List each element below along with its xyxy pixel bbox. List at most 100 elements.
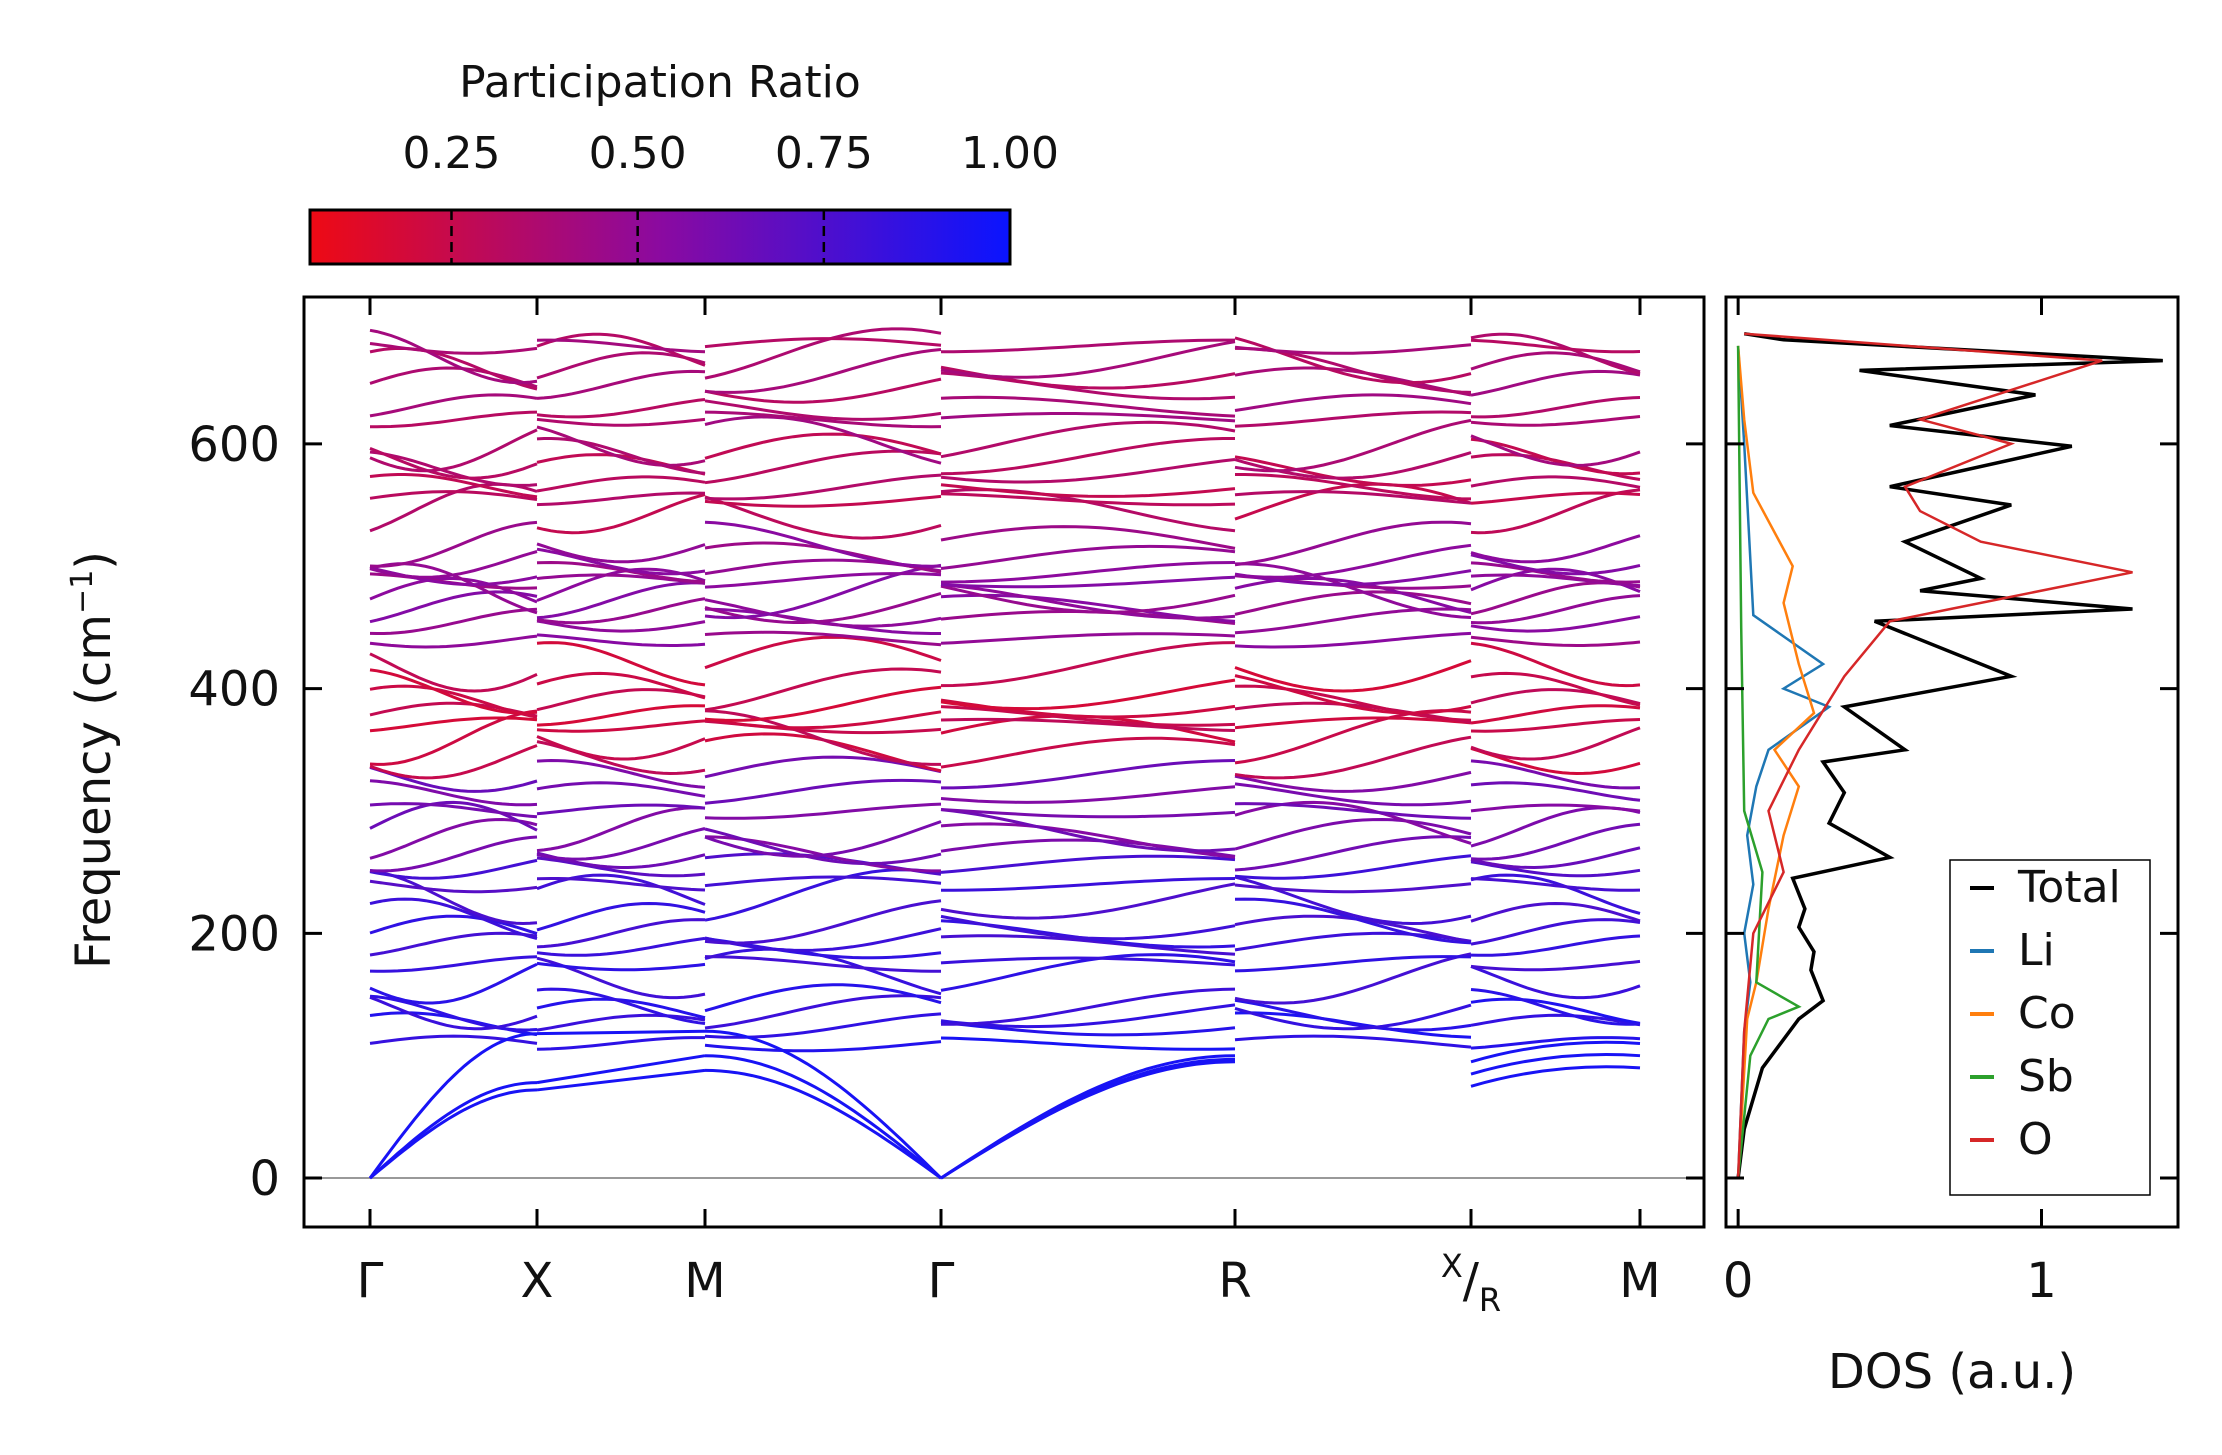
phonon-band-segment: [369, 744, 538, 780]
phonon-band-segment: [536, 641, 706, 687]
phonon-band-segment: [704, 635, 942, 670]
phonon-band-segment: [1234, 562, 1472, 619]
phonon-band-segment: [704, 709, 941, 766]
phonon-band-segment: [704, 495, 942, 540]
phonon-band-segment: [1234, 418, 1472, 473]
phonon-band-segment: [369, 802, 538, 819]
phonon-band-segment: [704, 899, 942, 945]
dos-x-tick-label: 1: [2026, 1253, 2057, 1309]
acoustic-branch: [940, 1057, 1236, 1180]
phonon-band-segment: [536, 851, 706, 869]
phonon-band-segment: [940, 678, 1236, 711]
legend-label: Li: [2018, 925, 2055, 976]
phonon-band-segment: [1470, 718, 1641, 733]
phonon-band-segment: [940, 420, 1236, 459]
phonon-band-segment: [1470, 688, 1641, 706]
phonon-band-segment: [1234, 674, 1472, 715]
phonon-band-segment: [369, 995, 538, 1031]
band-axes: 0 200 400 600 Γ X M Γ R X/R M: [188, 297, 1704, 1319]
phonon-band-segment: [1470, 759, 1641, 790]
phonon-band-segment: [369, 955, 538, 973]
phonon-band-segment: [704, 820, 942, 858]
acoustic-branch: [940, 1060, 1236, 1180]
phonon-band-segment: [536, 437, 706, 475]
phonon-band-segment: [1470, 846, 1641, 870]
phonon-band-segment: [1234, 659, 1472, 693]
phonon-band-segment: [369, 447, 538, 480]
phonon-band-segment: [940, 808, 1236, 819]
phonon-band-segment: [536, 704, 706, 727]
phonon-band-segment: [1470, 437, 1641, 476]
phonon-band-segment: [1470, 635, 1641, 647]
phonon-band-segment: [704, 685, 942, 722]
phonon-band-segment: [369, 994, 538, 1032]
phonon-band-segment: [1470, 534, 1641, 564]
phonon-band-segment: [704, 1040, 942, 1053]
phonon-band-segment: [1470, 704, 1641, 725]
acoustic-branch: [704, 1068, 942, 1180]
phonon-band-segment: [536, 719, 706, 733]
dos-legend: Total Li Co Sb O: [1949, 859, 2151, 1196]
phonon-band-segment: [369, 520, 538, 568]
phonon-band-segment: [369, 428, 538, 473]
phonon-band-segment: [1470, 803, 1641, 813]
phonon-band-segment: [704, 927, 942, 952]
phonon-band-segment: [1470, 351, 1641, 374]
phonon-band-segment: [369, 366, 538, 389]
phonon-band-segment: [940, 953, 1236, 992]
y-tick-label: 0: [249, 1151, 280, 1207]
phonon-band-segment: [1234, 782, 1472, 807]
acoustic-branch: [536, 1054, 706, 1085]
phonon-band-segment: [536, 597, 706, 625]
phonon-band-segment: [369, 897, 538, 941]
phonon-band-segment: [940, 934, 1236, 956]
phonon-band-segment: [1470, 997, 1641, 1025]
phonon-band-segment: [536, 633, 706, 647]
phonon-band-segment: [536, 827, 706, 861]
colorbar-tick-label: 0.50: [589, 128, 687, 179]
dos-plot-frame: [1724, 295, 2180, 1229]
phonon-band-segment: [536, 961, 706, 972]
phonon-band-segment: [1470, 338, 1641, 354]
phonon-band-segment: [704, 630, 942, 647]
phonon-band-segment: [1234, 1003, 1472, 1031]
phonon-band-segment: [536, 493, 706, 535]
phonon-band-segment: [536, 806, 706, 853]
k-point-label: M: [1619, 1253, 1660, 1309]
phonon-band-segment: [1470, 332, 1641, 376]
phonon-band-segment: [940, 854, 1236, 874]
dos-curve-sb: [1736, 345, 1802, 1179]
acoustic-branch: [940, 1054, 1236, 1180]
phonon-band-segment: [940, 736, 1236, 769]
phonon-band-segment: [536, 425, 706, 467]
phonon-band-segment: [1470, 671, 1641, 707]
phonon-band-segment: [704, 348, 942, 394]
phonon-band-segment: [369, 779, 538, 807]
phonon-band-segment: [940, 340, 1236, 379]
phonon-band-segment: [704, 399, 942, 421]
phonon-band-segment: [536, 918, 706, 949]
phonon-band-segment: [1234, 343, 1472, 355]
phonon-band-segment: [940, 717, 1236, 732]
legend-label: Sb: [2018, 1051, 2074, 1102]
y-tick-label: 600: [188, 417, 280, 473]
phonon-band-segment: [1234, 854, 1472, 880]
acoustic-branch: [1470, 1065, 1641, 1088]
phonon-band-segment: [369, 914, 538, 936]
phonon-band-segment: [536, 560, 706, 584]
phonon-band-segment: [1234, 835, 1472, 872]
phonon-band-segment: [1470, 553, 1641, 576]
phonon-band-segment: [1470, 747, 1641, 776]
phonon-band-segment: [369, 473, 538, 499]
phonon-band-segment: [369, 765, 538, 793]
acoustic-branch: [704, 1054, 942, 1180]
phonon-band-segment: [369, 879, 538, 894]
acoustic-branch: [369, 1088, 538, 1180]
phonon-band-segment: [940, 956, 1236, 967]
phonon-band-segment: [369, 817, 538, 860]
phonon-band-segment: [1470, 615, 1641, 633]
phonon-band-segment: [1470, 873, 1641, 915]
phonon-band-segment: [1234, 817, 1472, 851]
phonon-band-segment: [369, 550, 538, 579]
